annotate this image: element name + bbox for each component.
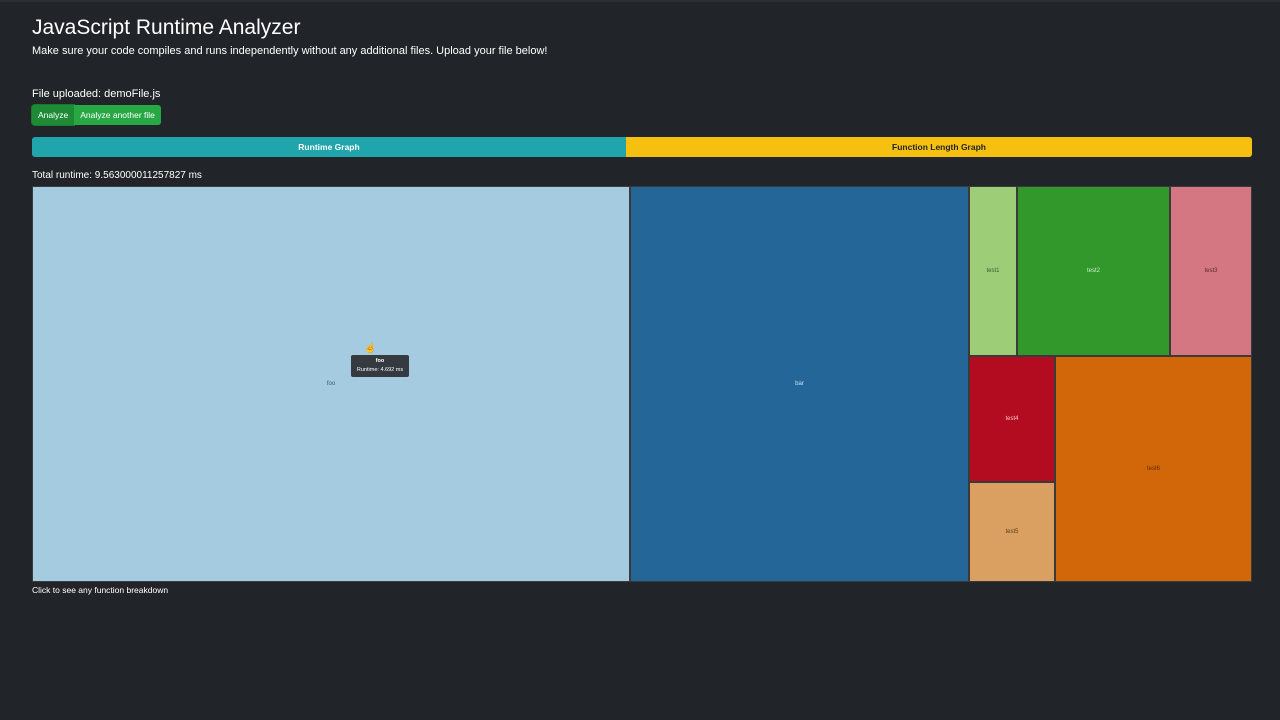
treemap-cell-label: test6 — [1146, 466, 1160, 472]
tab-runtime-graph[interactable]: Runtime Graph — [32, 137, 626, 157]
treemap-tooltip: foo Runtime: 4.692 ms — [351, 355, 409, 377]
tab-function-length-graph[interactable]: Function Length Graph — [626, 137, 1252, 157]
treemap-cell-label: test5 — [1005, 529, 1019, 535]
total-runtime: Total runtime: 9.563000011257827 ms — [32, 170, 202, 181]
page-title: JavaScript Runtime Analyzer — [32, 16, 301, 39]
analyze-another-file-button[interactable]: Analyze another file — [74, 105, 161, 125]
treemap-cell-label: test2 — [1086, 268, 1100, 274]
treemap-cell-label: test4 — [1005, 416, 1019, 422]
top-border — [0, 0, 1280, 2]
treemap-cell-label: test1 — [986, 268, 1000, 274]
treemap-cell-test5[interactable]: test5 — [969, 482, 1055, 582]
tooltip-title: foo — [375, 358, 385, 364]
page-subtitle: Make sure your code compiles and runs in… — [32, 45, 548, 57]
analyze-button[interactable]: Analyze — [32, 105, 75, 125]
treemap-cell-test3[interactable]: test3 — [1170, 186, 1252, 356]
treemap-cell-test2[interactable]: test2 — [1017, 186, 1170, 356]
treemap-cell-label: test3 — [1204, 268, 1218, 274]
breakdown-hint: Click to see any function breakdown — [32, 585, 169, 595]
treemap-cell-label: bar — [795, 381, 804, 387]
treemap-cell-test6[interactable]: test6 — [1055, 356, 1252, 582]
runtime-treemap: foo bar test1 test2 test3 test4 test5 test6 — [32, 186, 1252, 582]
file-uploaded-status: File uploaded: demoFile.js — [32, 88, 161, 100]
treemap-cell-foo[interactable]: foo — [32, 186, 630, 582]
action-buttons: Analyze Analyze another file — [32, 105, 161, 125]
treemap-cell-label: foo — [326, 381, 336, 387]
tooltip-body: Runtime: 4.692 ms — [356, 367, 404, 373]
treemap-cell-test1[interactable]: test1 — [969, 186, 1017, 356]
graph-tabs: Runtime Graph Function Length Graph — [32, 137, 1252, 157]
treemap-cell-bar[interactable]: bar — [630, 186, 969, 582]
hand-cursor-icon: ☝ — [364, 343, 377, 354]
treemap-cell-test4[interactable]: test4 — [969, 356, 1055, 482]
